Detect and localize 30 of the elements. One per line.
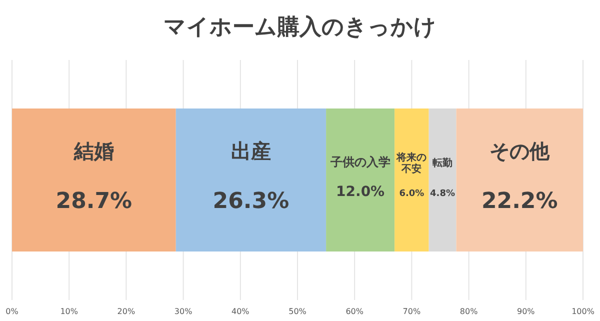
x-tick-label: 100% [572,307,595,316]
data-label: 26.3% [212,189,290,214]
series-label: 出産 [230,139,271,163]
series-label: 結婚 [72,139,114,163]
chart-title: マイホーム購入のきっかけ [164,15,436,40]
data-label: 22.2% [481,189,558,214]
series-label: 将来の不安 [396,152,427,175]
x-tick-label: 30% [174,307,193,316]
x-tick-label: 70% [402,307,421,316]
bar [394,108,429,252]
bar [12,108,176,252]
data-label: 6.0% [399,189,424,199]
bar [326,108,395,252]
x-tick-label: 60% [346,307,364,316]
data-label: 28.7% [56,189,132,214]
bar [428,108,456,252]
x-tick-label: 40% [232,307,250,316]
x-tick-label: 50% [288,307,307,316]
bar [456,108,583,252]
series-label: 転勤 [432,157,453,169]
x-tick-label: 90% [517,307,536,316]
x-tick-label: 0% [6,307,19,316]
x-tick-label: 20% [117,307,136,316]
x-tick-label: 80% [460,307,478,316]
data-label: 4.8% [430,189,456,199]
bar [176,108,326,252]
series-label: その他 [490,139,551,163]
series-label: 子供の入学 [329,155,390,169]
x-tick-label: 10% [60,307,78,316]
data-label: 12.0% [336,184,385,200]
